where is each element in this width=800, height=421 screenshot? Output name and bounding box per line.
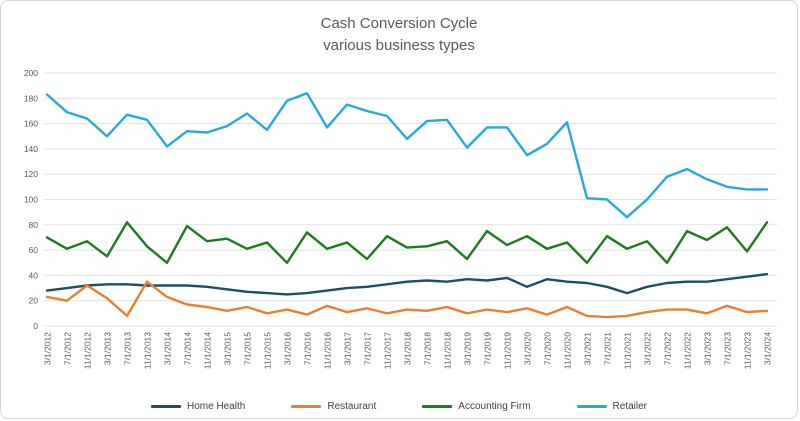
y-tick-label: 100 [24,195,38,205]
x-tick-label: 3/1/2018 [403,332,413,365]
x-tick-label: 11/1/2021 [623,332,633,369]
y-axis-tick-labels: 0 20 40 60 80 100 120 140 160 180 200 [24,68,38,331]
x-tick-label: 11/1/2022 [683,332,693,369]
legend-line-swatch [151,404,181,409]
legend-line-swatch [291,404,322,409]
x-tick-label: 11/1/2023 [743,332,753,369]
y-tick-label: 20 [29,296,39,306]
x-tick-label: 7/1/2012 [63,332,73,365]
y-tick-label: 40 [29,270,39,280]
x-tick-label: 7/1/2017 [363,332,373,365]
x-tick-label: 7/1/2018 [423,332,433,365]
x-tick-label: 3/1/2017 [343,332,353,365]
chart-legend: Home Health Restaurant Accounting Firm Reta… [1,401,797,412]
legend-item-home-health: Home Health [151,401,245,412]
y-tick-label: 120 [24,169,38,179]
x-tick-label: 11/1/2019 [503,332,513,369]
x-tick-label: 7/1/2016 [303,332,313,365]
legend-item-retailer: Retailer [576,401,647,412]
x-tick-label: 11/1/2015 [263,332,273,369]
legend-item-restaurant: Restaurant [291,401,376,412]
x-tick-label: 7/1/2014 [183,332,193,365]
series-line-accounting-firm [45,221,769,265]
gridlines [44,72,777,327]
y-tick-label: 140 [24,144,38,154]
series-line-restaurant [45,280,769,319]
x-tick-label: 3/1/2023 [703,332,713,365]
x-tick-label: 11/1/2016 [323,332,333,369]
legend-line-swatch [422,404,453,409]
x-tick-label: 7/1/2021 [603,332,613,365]
x-tick-label: 3/1/2012 [43,332,53,365]
x-axis-tick-labels: 3/1/2012 7/1/2012 11/1/2012 3/1/2013 7/1/201… [43,332,773,369]
chart-title-line2: various business types [323,37,475,54]
y-tick-label: 180 [24,93,38,103]
x-tick-label: 3/1/2019 [463,332,473,365]
legend-label: Accounting Firm [458,401,531,412]
x-tick-label: 3/1/2021 [583,332,593,365]
legend-label: Retailer [612,401,647,412]
x-tick-label: 3/1/2015 [223,332,233,365]
legend-item-accounting-firm: Accounting Firm [422,401,531,412]
chart-title: Cash Conversion Cycle various business t… [1,13,797,57]
x-tick-label: 7/1/2015 [243,332,253,365]
x-tick-label: 7/1/2023 [723,332,733,365]
x-tick-label: 3/1/2022 [643,332,653,365]
line-chart-plot: 0 20 40 60 80 100 120 140 160 180 200 3/1/2012 7/1/2… [24,68,777,369]
y-tick-label: 60 [29,245,39,255]
series-line-retailer [45,92,769,219]
legend-label: Home Health [187,401,246,412]
x-tick-label: 3/1/2013 [103,332,113,365]
legend-line-swatch [576,404,607,409]
x-tick-label: 7/1/2022 [663,332,673,365]
y-tick-label: 80 [29,220,39,230]
x-tick-label: 11/1/2017 [383,332,393,369]
x-tick-label: 3/1/2024 [763,332,773,365]
series-line-home-health [45,272,769,296]
x-tick-label: 11/1/2018 [443,332,453,369]
x-tick-label: 11/1/2014 [203,332,213,369]
x-tick-label: 7/1/2020 [543,332,553,365]
x-tick-label: 11/1/2013 [143,332,153,369]
x-tick-label: 3/1/2016 [283,332,293,365]
chart-title-line1: Cash Conversion Cycle [320,15,478,32]
y-tick-label: 160 [24,119,38,129]
x-tick-label: 7/1/2019 [483,332,493,365]
x-tick-label: 3/1/2014 [163,332,173,365]
x-tick-label: 7/1/2013 [123,332,133,365]
legend-label: Restaurant [327,401,377,412]
x-tick-label: 3/1/2020 [523,332,533,365]
x-tick-label: 11/1/2020 [563,332,573,369]
y-tick-label: 200 [24,68,38,78]
y-tick-label: 0 [33,321,38,331]
x-tick-label: 11/1/2012 [83,332,93,369]
